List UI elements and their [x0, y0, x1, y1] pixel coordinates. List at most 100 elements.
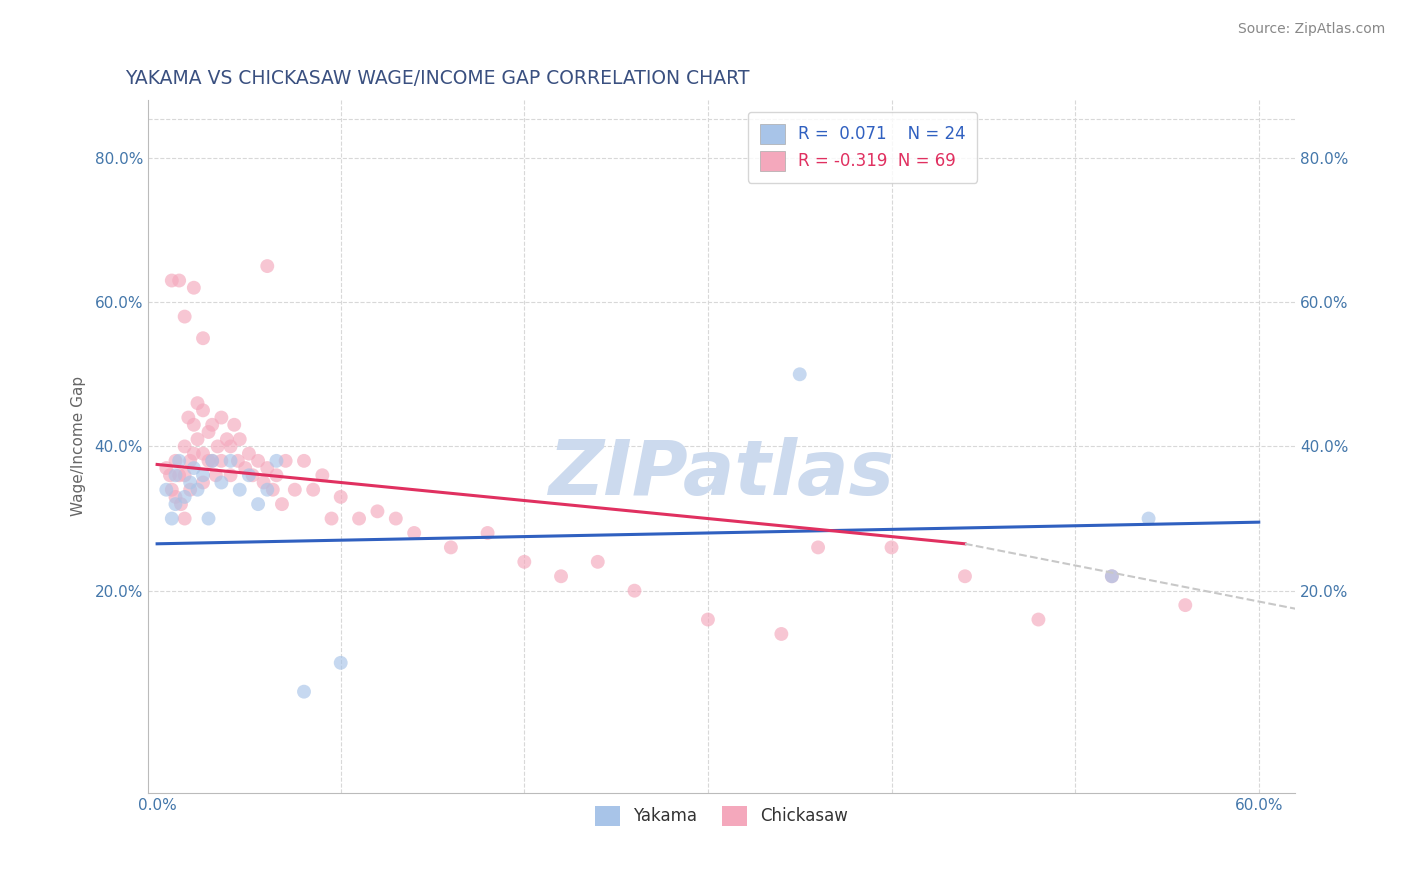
Point: [191, 331, 214, 345]
Point: [155, 483, 177, 497]
Point: [167, 454, 190, 468]
Point: [302, 483, 325, 497]
Point: [953, 569, 976, 583]
Point: [219, 439, 242, 453]
Point: [229, 432, 252, 446]
Point: [247, 454, 270, 468]
Point: [229, 483, 252, 497]
Point: [207, 439, 229, 453]
Point: [329, 656, 352, 670]
Point: [173, 490, 195, 504]
Point: [586, 555, 609, 569]
Point: [271, 497, 294, 511]
Point: [247, 497, 270, 511]
Point: [513, 555, 536, 569]
Point: [186, 396, 208, 410]
Point: [238, 468, 260, 483]
Point: [440, 541, 463, 555]
Point: [252, 475, 274, 490]
Point: [170, 497, 193, 511]
Point: [1174, 598, 1197, 612]
Point: [186, 483, 208, 497]
Point: [165, 454, 187, 468]
Point: [201, 454, 224, 468]
Point: [311, 468, 333, 483]
Point: [219, 468, 242, 483]
Point: [266, 454, 288, 468]
Point: [179, 483, 201, 497]
Point: [404, 526, 426, 541]
Point: [209, 410, 232, 425]
Point: [197, 511, 219, 525]
Point: [173, 310, 195, 324]
Text: Source: ZipAtlas.com: Source: ZipAtlas.com: [1237, 22, 1385, 37]
Point: [165, 468, 187, 483]
Point: [155, 461, 177, 475]
Point: [197, 454, 219, 468]
Point: [215, 432, 238, 446]
Point: [347, 511, 370, 525]
Point: [173, 439, 195, 453]
Point: [173, 468, 195, 483]
Point: [186, 432, 208, 446]
Point: [167, 273, 190, 287]
Point: [191, 403, 214, 417]
Text: ZIPatlas: ZIPatlas: [548, 437, 894, 511]
Point: [242, 468, 264, 483]
Point: [284, 483, 307, 497]
Text: YAKAMA VS CHICKASAW WAGE/INCOME GAP CORRELATION CHART: YAKAMA VS CHICKASAW WAGE/INCOME GAP CORR…: [125, 69, 749, 87]
Point: [266, 468, 288, 483]
Point: [159, 468, 181, 483]
Point: [201, 417, 224, 432]
Point: [1101, 569, 1123, 583]
Point: [165, 490, 187, 504]
Point: [1137, 511, 1160, 525]
Point: [160, 273, 183, 287]
Point: [623, 583, 645, 598]
Point: [209, 475, 232, 490]
Point: [697, 613, 720, 627]
Point: [256, 461, 278, 475]
Point: [880, 541, 903, 555]
Point: [477, 526, 499, 541]
Legend: Yakama, Chickasaw: Yakama, Chickasaw: [588, 799, 855, 833]
Point: [219, 454, 242, 468]
Point: [179, 475, 201, 490]
Point: [770, 627, 793, 641]
Point: [160, 483, 183, 497]
Point: [321, 511, 343, 525]
Point: [366, 504, 388, 518]
Point: [191, 475, 214, 490]
Point: [183, 281, 205, 295]
Point: [262, 483, 284, 497]
Point: [292, 454, 315, 468]
Point: [209, 454, 232, 468]
Point: [274, 454, 297, 468]
Point: [292, 684, 315, 698]
Point: [165, 497, 187, 511]
Point: [183, 461, 205, 475]
Point: [201, 454, 224, 468]
Point: [329, 490, 352, 504]
Point: [1101, 569, 1123, 583]
Point: [197, 425, 219, 439]
Point: [177, 410, 200, 425]
Point: [807, 541, 830, 555]
Point: [173, 511, 195, 525]
Point: [233, 461, 256, 475]
Point: [789, 368, 811, 382]
Point: [191, 447, 214, 461]
Point: [226, 454, 249, 468]
Y-axis label: Wage/Income Gap: Wage/Income Gap: [72, 376, 86, 516]
Point: [205, 468, 228, 483]
Point: [256, 483, 278, 497]
Point: [183, 447, 205, 461]
Point: [224, 417, 246, 432]
Point: [550, 569, 572, 583]
Point: [191, 468, 214, 483]
Point: [1028, 613, 1050, 627]
Point: [256, 259, 278, 273]
Point: [160, 511, 183, 525]
Point: [385, 511, 408, 525]
Point: [167, 468, 190, 483]
